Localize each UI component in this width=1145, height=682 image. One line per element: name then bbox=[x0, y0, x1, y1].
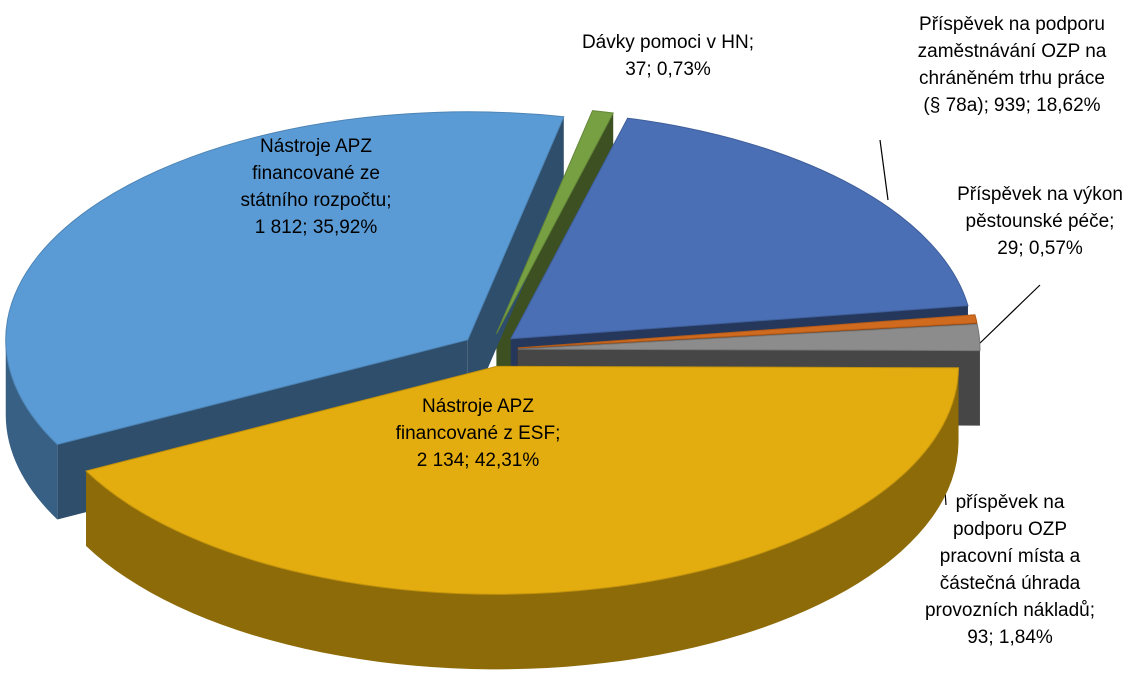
percent-label: 0,57% bbox=[1029, 238, 1083, 259]
slice bbox=[517, 323, 981, 352]
label-line: zaměstnávání OZP na bbox=[918, 41, 1107, 62]
label-line: pěstounské péče; bbox=[966, 211, 1115, 232]
data-label: Nástroje APZ financované ze státního rozpo… bbox=[240, 136, 391, 238]
label-line: podporu OZP bbox=[953, 519, 1067, 540]
data-label-category: příspěvek na podporu OZP pracovní místa a č… bbox=[925, 492, 1095, 621]
data-label-category: Dávky pomoci v HN; bbox=[582, 32, 754, 53]
slice-wall bbox=[86, 367, 959, 670]
value-label: 93 bbox=[967, 627, 988, 648]
percent-label: 42,31% bbox=[475, 450, 540, 471]
label-line: Příspěvek na podporu bbox=[919, 14, 1105, 35]
separator: ; bbox=[464, 450, 475, 471]
separator: ; bbox=[1026, 95, 1037, 116]
data-label: Příspěvek na výkon pěstounské péče; 29; 0,… bbox=[957, 184, 1123, 259]
label-line: Nástroje APZ bbox=[422, 396, 534, 417]
label-line: Nástroje APZ bbox=[260, 136, 372, 157]
data-label-numbers: 2 134; 42,31% bbox=[417, 450, 540, 471]
value-label: 29 bbox=[997, 238, 1018, 259]
data-label: příspěvek na podporu OZP pracovní místa a č… bbox=[925, 492, 1095, 648]
data-label-category: Nástroje APZ financované ze státního rozpo… bbox=[240, 136, 391, 211]
label-line: částečná úhrada bbox=[940, 573, 1081, 594]
data-label-numbers: 37; 0,73% bbox=[625, 59, 711, 80]
data-label-numbers: 1 812; 35,92% bbox=[255, 217, 378, 238]
separator: ; bbox=[646, 59, 657, 80]
percent-label: 0,73% bbox=[657, 59, 711, 80]
value-label: 939 bbox=[994, 95, 1026, 116]
slice bbox=[5, 111, 565, 446]
label-line: financované z ESF; bbox=[396, 423, 561, 444]
separator: ; bbox=[1018, 238, 1029, 259]
data-label-numbers: 939; 18,62% bbox=[994, 95, 1101, 116]
slice bbox=[517, 314, 978, 349]
label-line: státního rozpočtu; bbox=[240, 190, 391, 211]
separator: ; bbox=[302, 217, 313, 238]
leader-line bbox=[879, 139, 889, 201]
data-label-numbers: 93; 1,84% bbox=[967, 627, 1053, 648]
label-line: Dávky pomoci v HN; bbox=[582, 32, 754, 53]
slice bbox=[509, 117, 969, 340]
percent-label: 35,92% bbox=[313, 217, 378, 238]
percent-label: 18,62% bbox=[1036, 95, 1101, 116]
label-line: příspěvek na bbox=[956, 492, 1065, 513]
leader-line bbox=[977, 284, 1041, 346]
label-line: (§ 78a); bbox=[923, 95, 988, 116]
slice-wall bbox=[5, 339, 58, 520]
data-label: Příspěvek na podporu zaměstnávání OZP na c… bbox=[918, 14, 1107, 116]
data-label-numbers: 29; 0,57% bbox=[997, 238, 1083, 259]
label-line: chráněném trhu práce bbox=[919, 68, 1105, 89]
label-line: pracovní místa a bbox=[940, 546, 1081, 567]
percent-label: 1,84% bbox=[999, 627, 1053, 648]
label-line: Příspěvek na výkon bbox=[957, 184, 1123, 205]
data-label: Nástroje APZ financované z ESF; 2 134; 42,… bbox=[396, 396, 561, 471]
data-label-category: Nástroje APZ financované z ESF; bbox=[396, 396, 561, 444]
label-line: provozních nákladů; bbox=[925, 600, 1095, 621]
data-label-category: Příspěvek na podporu zaměstnávání OZP na c… bbox=[918, 14, 1107, 116]
label-line: financované ze bbox=[252, 163, 380, 184]
slice-side bbox=[467, 116, 564, 415]
slice bbox=[85, 365, 960, 595]
value-label: 37 bbox=[625, 59, 646, 80]
value-label: 2 134 bbox=[417, 450, 465, 471]
slice bbox=[495, 110, 615, 334]
separator: ; bbox=[988, 627, 999, 648]
data-label: Dávky pomoci v HN; 37; 0,73% bbox=[582, 32, 754, 80]
data-label-category: Příspěvek na výkon pěstounské péče; bbox=[957, 184, 1123, 232]
value-label: 1 812 bbox=[255, 217, 303, 238]
